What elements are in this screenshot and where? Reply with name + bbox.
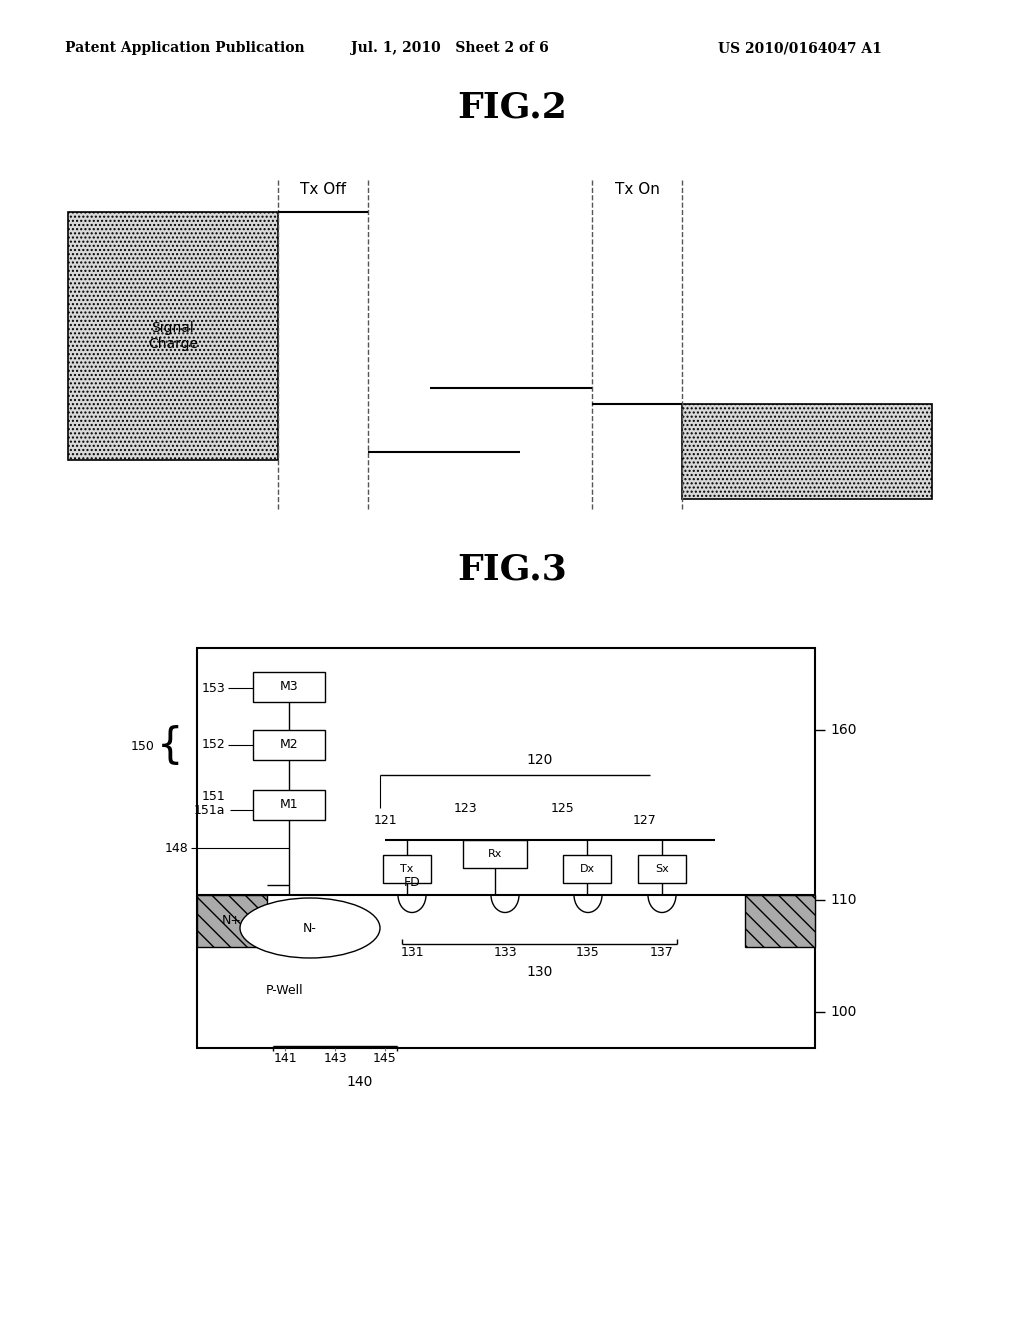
Text: 137: 137: [650, 945, 674, 958]
Text: N+: N+: [222, 915, 242, 928]
Bar: [745, 895, 815, 946]
Text: FIG.2: FIG.2: [457, 91, 567, 125]
Text: Tx: Tx: [400, 865, 414, 874]
Bar: [682, 404, 932, 499]
Text: M2: M2: [280, 738, 298, 751]
Text: 151a: 151a: [194, 804, 225, 817]
Text: 127: 127: [633, 813, 656, 826]
Text: 151: 151: [202, 791, 225, 804]
Text: Dx: Dx: [580, 865, 595, 874]
Bar: [638, 855, 686, 883]
Text: P-Well: P-Well: [266, 983, 304, 997]
Text: M1: M1: [280, 799, 298, 812]
Text: 135: 135: [577, 945, 600, 958]
Bar: [383, 855, 431, 883]
Text: {: {: [157, 725, 183, 767]
Text: 131: 131: [400, 945, 424, 958]
Text: 152: 152: [202, 738, 225, 751]
Text: Rx: Rx: [487, 849, 502, 859]
Text: 140: 140: [347, 1074, 373, 1089]
Text: 125: 125: [551, 801, 574, 814]
Bar: [253, 730, 325, 760]
Text: M3: M3: [280, 681, 298, 693]
Text: 121: 121: [373, 813, 397, 826]
Text: 110: 110: [830, 894, 856, 907]
Text: FD: FD: [403, 875, 421, 888]
Bar: [253, 672, 325, 702]
Text: 160: 160: [830, 723, 856, 737]
Text: 123: 123: [454, 801, 477, 814]
Text: 120: 120: [526, 752, 553, 767]
Text: 150: 150: [131, 739, 155, 752]
Text: 133: 133: [494, 945, 517, 958]
Text: 143: 143: [324, 1052, 347, 1064]
Text: 148: 148: [164, 842, 188, 854]
Text: US 2010/0164047 A1: US 2010/0164047 A1: [718, 41, 882, 55]
Text: Jul. 1, 2010   Sheet 2 of 6: Jul. 1, 2010 Sheet 2 of 6: [351, 41, 549, 55]
Bar: [253, 789, 325, 820]
Text: N-: N-: [303, 921, 317, 935]
Text: Tx On: Tx On: [614, 182, 659, 198]
Text: 145: 145: [373, 1052, 397, 1064]
Text: 100: 100: [830, 1005, 856, 1019]
Text: 130: 130: [526, 965, 553, 979]
Bar: [197, 895, 267, 946]
Text: 141: 141: [273, 1052, 297, 1064]
Text: Patent Application Publication: Patent Application Publication: [66, 41, 305, 55]
Bar: [197, 648, 815, 1048]
Text: FIG.3: FIG.3: [457, 553, 567, 587]
Text: 153: 153: [202, 681, 225, 694]
Text: Tx Off: Tx Off: [300, 182, 346, 198]
Text: Sx: Sx: [655, 865, 669, 874]
Ellipse shape: [240, 898, 380, 958]
Text: Signal
Charge: Signal Charge: [148, 321, 198, 351]
Bar: [68, 213, 278, 459]
Bar: [563, 855, 611, 883]
Bar: [463, 840, 527, 869]
